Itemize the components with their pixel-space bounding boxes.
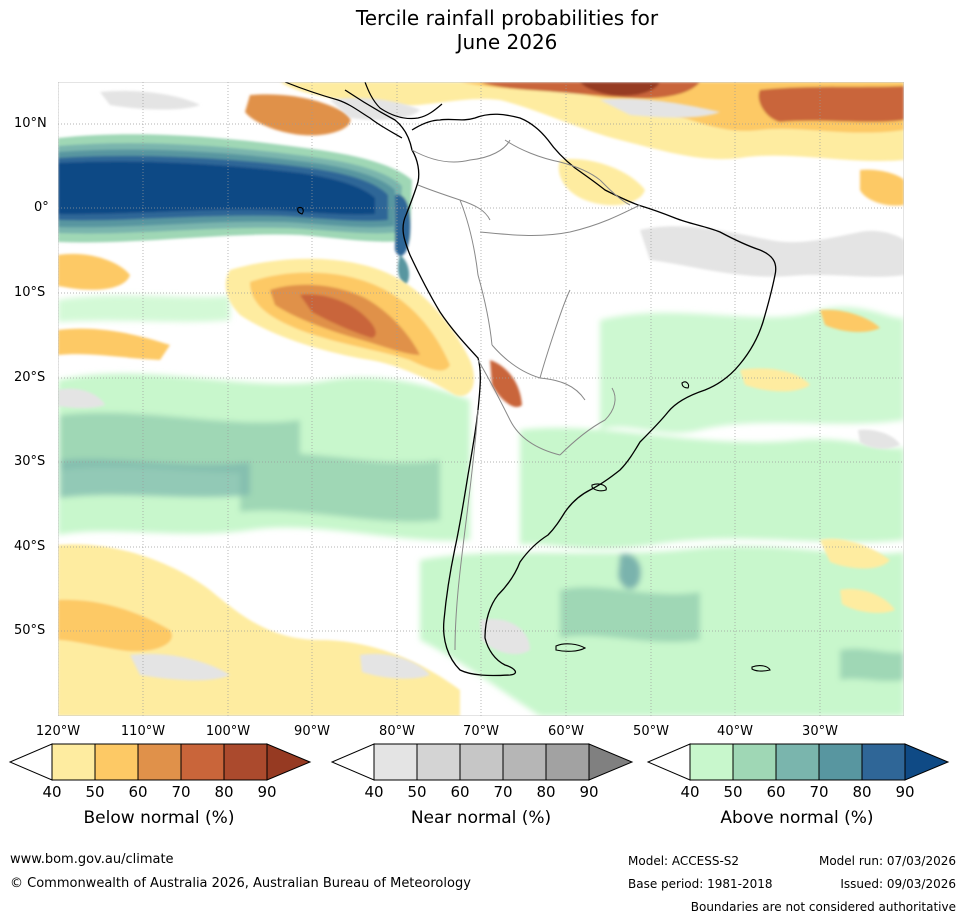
below-tick-80: 80 <box>214 783 234 801</box>
below-tick-70: 70 <box>171 783 191 801</box>
lon-label-70w: 70°W <box>463 724 499 739</box>
above-normal-title: Above normal (%) <box>720 808 874 828</box>
lon-label-100w: 100°W <box>205 724 251 739</box>
colorbar-below-normal <box>8 743 312 781</box>
above-tick-80: 80 <box>852 783 872 801</box>
footer-copyright: © Commonwealth of Australia 2026, Austra… <box>10 876 471 891</box>
chart-title-line1: Tercile rainfall probabilities for <box>355 6 659 30</box>
near-tick-40: 40 <box>364 783 384 801</box>
near-normal-field <box>58 90 904 681</box>
near-bin-5 <box>545 743 590 781</box>
footer-model-run: Model run: 07/03/2026 <box>818 854 956 868</box>
lon-label-80w: 80°W <box>379 724 415 739</box>
lat-label-40s: 40°S <box>14 539 46 554</box>
lat-label-50s: 50°S <box>14 623 46 638</box>
central-america-coastline <box>284 82 403 139</box>
above-tick-70: 70 <box>809 783 829 801</box>
lon-label-110w: 110°W <box>120 724 166 739</box>
near-bin-2 <box>416 743 461 781</box>
above-bin-3 <box>775 743 820 781</box>
above-tick-60: 60 <box>766 783 786 801</box>
footer-disclaimer: Boundaries are not considered authoritat… <box>690 900 956 914</box>
below-tick-90: 90 <box>257 783 277 801</box>
lat-label-0: 0° <box>34 200 49 215</box>
above-bin-5 <box>861 743 906 781</box>
graticule <box>58 82 904 716</box>
above-bin-over <box>904 743 950 781</box>
lon-label-50w: 50°W <box>633 724 669 739</box>
rainfall-probability-map <box>58 82 904 716</box>
lat-label-10s: 10°S <box>14 285 46 300</box>
country-boundaries <box>411 139 641 651</box>
colorbar-near-normal <box>330 743 634 781</box>
near-tick-50: 50 <box>407 783 427 801</box>
lat-label-20s: 20°S <box>14 370 46 385</box>
above-bin-4 <box>818 743 863 781</box>
near-tick-80: 80 <box>536 783 556 801</box>
above-bin-2 <box>732 743 777 781</box>
lat-label-30s: 30°S <box>14 454 46 469</box>
near-tick-60: 60 <box>450 783 470 801</box>
below-tick-60: 60 <box>128 783 148 801</box>
colorbar-above-normal <box>646 743 950 781</box>
near-tick-70: 70 <box>493 783 513 801</box>
lat-label-10n: 10°N <box>14 116 47 131</box>
central-america-coastline-north <box>364 82 443 120</box>
islands <box>297 206 771 672</box>
below-normal-title: Below normal (%) <box>83 808 235 828</box>
near-bin-under <box>330 743 375 781</box>
near-bin-1 <box>373 743 418 781</box>
lon-label-30w: 30°W <box>802 724 838 739</box>
near-bin-4 <box>502 743 547 781</box>
above-bin-under <box>646 743 691 781</box>
lon-label-90w: 90°W <box>294 724 330 739</box>
near-normal-title: Near normal (%) <box>410 808 552 828</box>
below-bin-1 <box>51 743 96 781</box>
lon-label-60w: 60°W <box>548 724 584 739</box>
below-bin-under <box>8 743 53 781</box>
footer-issued: Issued: 09/03/2026 <box>840 877 956 891</box>
below-tick-50: 50 <box>85 783 105 801</box>
below-bin-over <box>266 743 312 781</box>
above-bin-1 <box>689 743 734 781</box>
below-bin-3 <box>137 743 182 781</box>
above-tick-90: 90 <box>895 783 915 801</box>
below-tick-40: 40 <box>42 783 62 801</box>
footer-base-period: Base period: 1981-2018 <box>628 877 773 891</box>
lon-label-40w: 40°W <box>717 724 753 739</box>
below-bin-5 <box>223 743 268 781</box>
lon-label-120w: 120°W <box>35 724 81 739</box>
below-bin-4 <box>180 743 225 781</box>
near-bin-3 <box>459 743 504 781</box>
near-tick-90: 90 <box>579 783 599 801</box>
footer-website[interactable]: www.bom.gov.au/climate <box>10 852 174 867</box>
footer-model: Model: ACCESS-S2 <box>628 854 740 868</box>
above-tick-40: 40 <box>680 783 700 801</box>
below-bin-2 <box>94 743 139 781</box>
chart-title-line2: June 2026 <box>456 30 558 54</box>
near-bin-over <box>588 743 634 781</box>
above-tick-50: 50 <box>723 783 743 801</box>
